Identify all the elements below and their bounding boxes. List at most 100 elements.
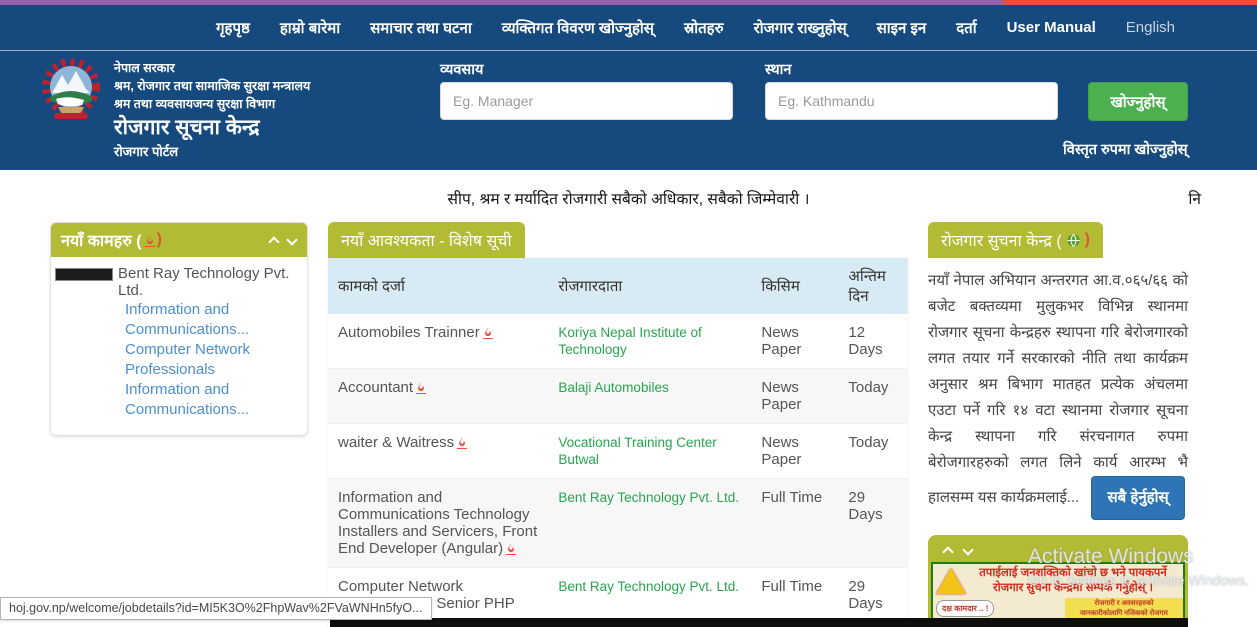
chevron-down-icon[interactable] [963, 545, 973, 555]
position-link[interactable]: Accountant [338, 379, 414, 396]
new-jobs-panel: नयाँ कामहरु ( ) Bent Ray Technology Pvt.… [50, 222, 308, 436]
chevron-up-icon[interactable] [943, 545, 953, 555]
job-links: Information and Communications... Compute… [125, 300, 301, 421]
table-row: Automobiles Trainner Koriya Nepal Instit… [328, 314, 908, 369]
nav-item[interactable]: साइन इन [876, 19, 927, 37]
info-panel-title: रोजगार सुचना केन्द्र ( [941, 233, 1062, 250]
chevron-down-icon[interactable] [287, 235, 297, 245]
speech-bubble: दक्ष कामदार .. ! [936, 599, 995, 617]
employer-cell: Balaji Automobiles [548, 368, 752, 424]
main-content: नयाँ कामहरु ( ) Bent Ray Technology Pvt.… [50, 222, 1257, 627]
bottom-dark-strip [330, 618, 1188, 627]
position-link[interactable]: waiter & Waitress [338, 434, 455, 451]
search-button[interactable]: खोज्नुहोस् [1088, 82, 1188, 121]
position-cell: waiter & Waitress [328, 423, 549, 479]
gov-line-2: श्रम, रोजगार तथा सामाजिक सुरक्षा मन्त्रा… [114, 79, 311, 94]
page-load-progress-strip [0, 0, 1257, 5]
deadline-cell: Today [838, 423, 908, 479]
poster-logo-icon [936, 567, 966, 594]
vacancies-table: कामको दर्जा रोजगारदाता किसिम अन्तिम दिन Aut… [328, 258, 908, 627]
nav-item[interactable]: गृहपृष्ठ [216, 19, 250, 37]
type-cell: Full Time [751, 478, 839, 568]
poster-carousel: तपाईलाई जनशक्तिको खांचो छ भने पायकपर्ने … [928, 535, 1188, 627]
nav-item[interactable]: दर्ता [956, 19, 977, 37]
position-cell: Automobiles Trainner [328, 314, 549, 369]
position-cell: Information and Communications Technolog… [328, 478, 549, 568]
employer-link[interactable]: Koriya Nepal Institute of Technology [558, 325, 702, 357]
poster-heading: तपाईलाई जनशक्तिको खांचो छ भने पायकपर्ने … [966, 566, 1180, 596]
info-panel-tab: रोजगार सुचना केन्द्र ( ) [928, 222, 1103, 258]
employer-link[interactable]: Bent Ray Technology Pvt. Ltd. [558, 490, 739, 505]
job-link[interactable]: Information and Communications... [125, 301, 250, 339]
site-title: रोजगार सूचना केन्द्र [114, 116, 260, 140]
view-all-button[interactable]: सबै हेर्नुहोस् [1091, 476, 1185, 520]
brand-text: नेपाल सरकार श्रम, रोजगार तथा सामाजिक सुर… [114, 59, 310, 160]
info-panel-body: नयाँ नेपाल अभियान अन्तरगत आ.व.०६५/६६ को … [928, 268, 1188, 520]
new-jobs-title: नयाँ कामहरु ( [61, 233, 142, 250]
new-jobs-panel-header: नयाँ कामहरु ( ) [51, 223, 307, 257]
right-column: रोजगार सुचना केन्द्र ( ) नयाँ नेपाल अभिय… [928, 222, 1188, 627]
nepal-government-emblem [42, 59, 100, 119]
location-label: स्थान [765, 62, 792, 78]
table-row: Information and Communications Technolog… [328, 478, 908, 568]
advanced-search-link[interactable]: विस्तृत रुपमा खोज्नुहोस् [1063, 142, 1188, 158]
position-cell: Accountant [328, 368, 549, 424]
nav-item[interactable]: समाचार तथा घटना [370, 19, 472, 37]
poster-image[interactable]: तपाईलाई जनशक्तिको खांचो छ भने पायकपर्ने … [931, 562, 1185, 627]
deadline-cell: 12 Days [838, 314, 908, 369]
marquee-text: सीप, श्रम र मर्यादित रोजगारी सबैको अधिका… [447, 191, 810, 208]
brand-block: नेपाल सरकार श्रम, रोजगार तथा सामाजिक सुर… [38, 59, 310, 160]
deadline-cell: 29 Days [838, 567, 908, 627]
employer-cell: Bent Ray Technology Pvt. Ltd. [548, 478, 752, 568]
link-status-tooltip: hoj.gov.np/welcome/jobdetails?id=MI5K3O%… [0, 597, 432, 620]
column-header: किसिम [751, 258, 839, 314]
new-jobs-panel-body: Bent Ray Technology Pvt. Ltd. Informatio… [51, 257, 307, 435]
fire-icon[interactable] [416, 381, 427, 394]
position-link[interactable]: Automobiles Trainner [338, 324, 480, 341]
nav-item[interactable]: English [1125, 19, 1175, 36]
vacancies-table-head: कामको दर्जा रोजगारदाता किसिम अन्तिम दिन [328, 258, 908, 314]
location-input[interactable] [765, 82, 1058, 120]
deadline-cell: Today [838, 368, 908, 424]
employer-link[interactable]: Bent Ray Technology Pvt. Ltd. [558, 579, 739, 594]
nav-item[interactable]: स्रोतहरु [683, 19, 724, 37]
occupation-label: व्यवसाय [440, 62, 484, 78]
info-panel-text: नयाँ नेपाल अभियान अन्तरगत आ.व.०६५/६६ को … [928, 272, 1188, 506]
gov-line-1: नेपाल सरकार [114, 61, 175, 75]
poster-heading-line1: तपाईलाई जनशक्तिको खांचो छ भने पायकपर्ने [979, 567, 1167, 579]
column-header: रोजगारदाता [548, 258, 752, 314]
fire-icon[interactable] [506, 542, 517, 555]
nav-item[interactable]: रोजगार राख्नुहोस् [753, 19, 847, 37]
panel-chevrons [269, 235, 297, 245]
job-link[interactable]: Computer Network Professionals [125, 341, 251, 379]
top-navigation: गृहपृष्ठ हाम्रो बारेमा समाचार तथा घटना व्यक… [0, 5, 1257, 50]
fire-icon[interactable] [482, 326, 493, 339]
column-header: अन्तिम दिन [838, 258, 908, 314]
position-link[interactable]: Information and Communications Technolog… [338, 489, 538, 557]
globe-icon [1066, 233, 1080, 247]
type-cell: Full Time [751, 567, 839, 627]
broken-image-icon [55, 268, 113, 281]
fire-icon [144, 234, 155, 247]
gov-line-3: श्रम तथा व्यवसायजन्य सुरक्षा विभाग [114, 97, 276, 112]
type-cell: News Paper [751, 368, 839, 424]
type-cell: News Paper [751, 314, 839, 369]
job-link[interactable]: Information and Communications... [125, 381, 250, 419]
employer-link[interactable]: Balaji Automobiles [558, 380, 669, 395]
site-header: नेपाल सरकार श्रम, रोजगार तथा सामाजिक सुर… [0, 50, 1257, 170]
vacancies-tab: नयाँ आवश्यकता - विशेष सूची [328, 222, 525, 258]
nav-item[interactable]: हाम्रो बारेमा [279, 19, 341, 37]
chevron-up-icon[interactable] [269, 235, 279, 245]
occupation-input[interactable] [440, 82, 733, 120]
employer-link[interactable]: Vocational Training Center Butwal [558, 435, 717, 467]
nav-item[interactable]: व्यक्तिगत विवरण खोज्नुहोस् [501, 19, 654, 37]
column-header: कामको दर्जा [328, 258, 549, 314]
poster-heading-line2: रोजगार सुचना केन्द्रमा सम्पर्क गर्नुहोस्… [992, 581, 1153, 594]
type-cell: News Paper [751, 423, 839, 479]
company-name[interactable]: Bent Ray Technology Pvt. Ltd. [118, 265, 290, 299]
fire-icon[interactable] [457, 436, 468, 449]
site-subtitle: रोजगार पोर्टल [114, 143, 179, 159]
new-jobs-title-close: ) [156, 231, 162, 248]
nav-item[interactable]: User Manual [1006, 19, 1096, 36]
employer-cell: Bent Ray Technology Pvt. Ltd. [548, 567, 752, 627]
